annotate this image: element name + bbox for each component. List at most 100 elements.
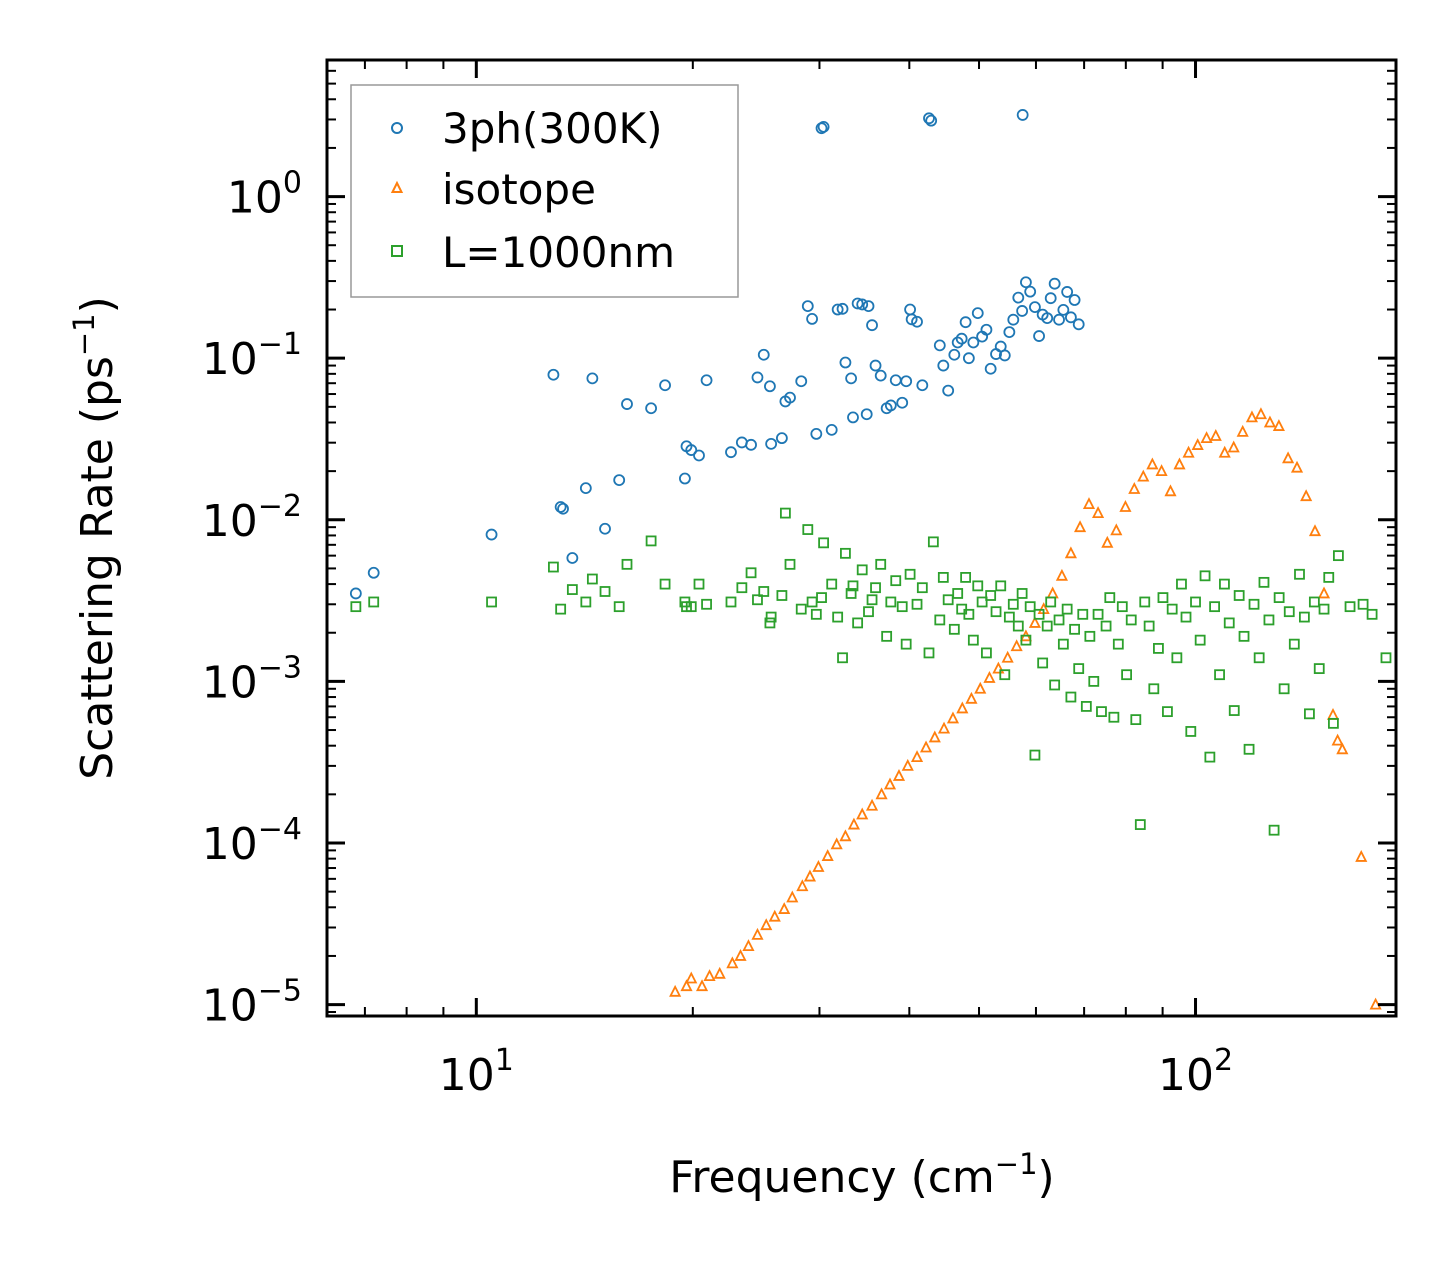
data-point (976, 596, 988, 608)
data-point (896, 601, 908, 613)
data-point (1016, 109, 1029, 121)
data-point (557, 502, 569, 515)
data-point (896, 396, 909, 409)
data-point (821, 849, 834, 861)
data-point (693, 578, 705, 590)
data-point (1130, 714, 1142, 726)
data-point (599, 522, 611, 535)
data-point (1041, 620, 1053, 632)
data-point (778, 902, 791, 914)
data-point (810, 608, 822, 620)
data-point (1045, 596, 1057, 608)
data-point (830, 837, 843, 850)
data-point (1061, 603, 1073, 615)
data-point (659, 379, 671, 392)
data-point (1331, 733, 1344, 746)
data-point (1164, 484, 1177, 497)
data-point (942, 594, 954, 606)
data-point (1283, 606, 1295, 618)
data-point (967, 336, 980, 349)
data-point (1223, 617, 1235, 629)
data-point (866, 319, 878, 332)
data-point (1258, 576, 1270, 588)
data-point (980, 323, 993, 336)
data-point (1128, 482, 1141, 494)
y-tick-label: 10−2 (202, 489, 302, 547)
data-point (1003, 326, 1016, 338)
data-point (803, 869, 817, 882)
data-point (1116, 601, 1128, 613)
data-point (881, 630, 893, 642)
data-point (1233, 590, 1245, 601)
data-point (1173, 457, 1186, 470)
data-point (875, 787, 888, 800)
data-point (586, 573, 598, 585)
data-point (1108, 711, 1120, 723)
data-point (368, 596, 380, 608)
data-point (751, 927, 764, 940)
data-point (1218, 445, 1231, 458)
data-point (883, 777, 897, 790)
data-point (1263, 614, 1275, 626)
data-point (928, 730, 941, 743)
data-point (1254, 407, 1268, 420)
data-point (1072, 318, 1085, 331)
data-point (1057, 303, 1070, 316)
series-0 (349, 109, 1085, 600)
data-point (972, 580, 984, 592)
data-point (1369, 997, 1382, 1010)
data-point (784, 391, 796, 404)
data-point (1119, 500, 1132, 512)
data-point (885, 596, 897, 608)
data-point (599, 586, 611, 597)
data-point (695, 979, 709, 992)
data-point (1061, 286, 1074, 298)
data-point (1155, 464, 1168, 477)
data-point (990, 606, 1002, 618)
data-point (1308, 596, 1320, 608)
data-point (1290, 460, 1304, 473)
data-point (856, 298, 869, 311)
data-point (764, 617, 776, 629)
data-point (1041, 312, 1054, 325)
data-point (1044, 292, 1057, 305)
data-point (1380, 652, 1392, 664)
data-point (685, 601, 697, 613)
data-point (933, 339, 946, 352)
data-point (1077, 608, 1089, 620)
data-point (971, 307, 984, 320)
data-point (1248, 598, 1260, 610)
data-point (613, 474, 626, 487)
data-point (981, 647, 992, 659)
data-point (839, 829, 852, 842)
data-point (923, 647, 935, 659)
data-point (547, 368, 560, 381)
data-point (1073, 520, 1087, 533)
data-point (1328, 717, 1339, 729)
points-layer (349, 109, 1392, 1010)
data-point (910, 750, 924, 762)
data-point (999, 669, 1011, 681)
data-point (765, 437, 778, 450)
data-point (1053, 313, 1065, 326)
data-point (1336, 742, 1349, 755)
data-point (836, 302, 849, 315)
data-point (1003, 611, 1015, 623)
data-point (863, 606, 874, 618)
data-point (1272, 419, 1285, 431)
data-point (916, 379, 929, 392)
data-point (962, 352, 975, 365)
data-point (916, 582, 928, 594)
legend-label-isotope: isotope (442, 165, 596, 214)
data-point (700, 374, 713, 387)
data-point (1069, 623, 1080, 635)
data-point (1332, 550, 1344, 562)
y-tick-label: 10−3 (202, 650, 302, 708)
data-point (1016, 588, 1028, 599)
data-point (831, 303, 844, 316)
data-point (905, 313, 918, 326)
y-axis-title: Scattering Rate (ps−1) (67, 296, 123, 780)
data-point (1209, 429, 1222, 441)
legend-marker-isotope (390, 180, 404, 193)
legend: 3ph(300K) isotope L=1000nm (350, 84, 739, 298)
